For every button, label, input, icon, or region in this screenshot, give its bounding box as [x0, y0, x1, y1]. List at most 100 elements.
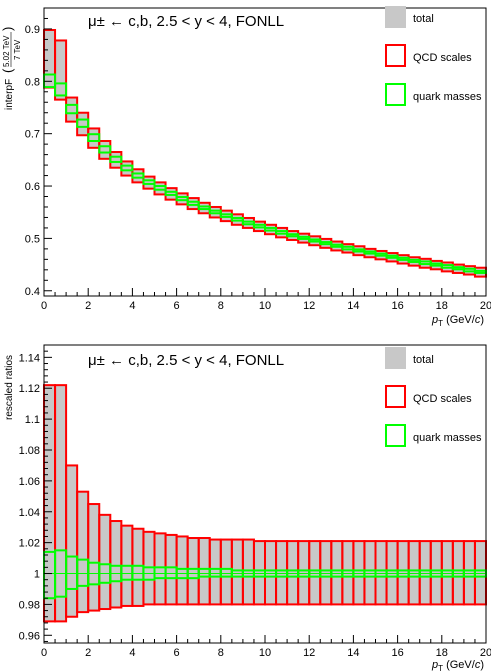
x-tick-label: 0: [41, 300, 47, 312]
quark-masses-bin: [65, 103, 79, 115]
total-bin: [353, 541, 365, 605]
total-bin: [320, 541, 332, 605]
svg-text:interpF: interpF: [4, 79, 15, 110]
bottom-legend-mass-label: quark masses: [413, 432, 482, 444]
x-tick-label: 10: [259, 647, 271, 659]
y-tick-label: 1.12: [19, 383, 40, 395]
bottom-x-axis-label: pT (GeV/c): [431, 659, 484, 672]
total-bin: [55, 40, 67, 100]
quark-masses-bin: [120, 164, 134, 172]
total-bin: [110, 521, 122, 608]
total-bin: [242, 217, 254, 228]
bottom-total-band: [44, 385, 486, 622]
y-tick-label: 0.9: [25, 24, 40, 36]
y-tick-label: 1.06: [19, 476, 40, 488]
total-bin: [364, 541, 376, 605]
total-bin: [419, 541, 431, 605]
x-tick-label: 6: [174, 647, 180, 659]
x-tick-label: 2: [85, 300, 91, 312]
top-title: μ± ← c,b, 2.5 < y < 4, FONLL: [88, 13, 284, 30]
total-bin: [44, 385, 56, 622]
quark-masses-bin: [286, 233, 300, 238]
total-bin: [242, 539, 254, 605]
x-tick-label: 0: [41, 647, 47, 659]
bottom-legend-total-swatch: [385, 347, 406, 369]
svg-text:(: (: [0, 68, 15, 73]
bottom-ticks: [43, 344, 487, 643]
quark-masses-bin: [175, 196, 189, 202]
top-legend-mass-label: quark masses: [413, 91, 482, 103]
bottom-legend: total QCD scales quark masses: [385, 347, 482, 447]
y-tick-label: 0.7: [25, 129, 40, 141]
total-bin: [276, 227, 288, 238]
top-x-tick-labels: 0 2 4 6 8 10 12 14 16 18 20: [41, 300, 491, 312]
quark-masses-bin: [142, 179, 156, 185]
quark-masses-bin: [352, 248, 366, 253]
quark-masses-bin: [241, 220, 255, 226]
y-tick-label: 1.02: [19, 538, 40, 550]
x-tick-label: 20: [480, 647, 491, 659]
y-tick-label: 1.1: [25, 414, 40, 426]
total-bin: [474, 541, 486, 605]
y-tick-label: 0.98: [19, 599, 40, 611]
x-tick-label: 14: [347, 647, 359, 659]
total-bin: [408, 541, 420, 605]
quark-masses-bin: [330, 243, 344, 248]
total-bin: [77, 491, 89, 613]
y-tick-label: 0.5: [25, 233, 40, 245]
x-tick-label: 18: [436, 647, 448, 659]
y-tick-label: 0.96: [19, 630, 40, 642]
total-bin: [298, 541, 310, 605]
total-bin: [198, 202, 210, 214]
x-tick-label: 14: [347, 300, 359, 312]
total-bin: [88, 128, 100, 148]
x-tick-label: 16: [391, 647, 403, 659]
top-legend-qcd-swatch: [385, 44, 406, 67]
total-bin: [99, 141, 111, 159]
quark-masses-bin: [98, 145, 112, 154]
top-legend-qcd-label: QCD scales: [413, 52, 472, 64]
bottom-legend-mass-swatch: [385, 424, 406, 447]
total-bin: [143, 176, 155, 189]
total-bin: [132, 528, 144, 606]
x-tick-label: 12: [303, 647, 315, 659]
total-bin: [165, 188, 177, 200]
quark-masses-bin: [197, 205, 211, 211]
total-bin: [165, 534, 177, 605]
quark-masses-bin: [109, 155, 123, 163]
total-bin: [66, 465, 78, 617]
quark-masses-bin: [186, 200, 200, 206]
quark-masses-bin: [363, 250, 377, 255]
total-bin: [386, 541, 398, 605]
total-bin: [253, 541, 265, 605]
quark-masses-bin: [230, 216, 244, 222]
total-bin: [342, 541, 354, 605]
y-tick-label: 1.04: [19, 507, 40, 519]
x-tick-label: 8: [218, 647, 224, 659]
bottom-y-axis-label: rescaled ratios: [4, 355, 15, 420]
qcd-scales-bin: [54, 39, 68, 101]
total-bin: [342, 244, 354, 253]
x-tick-label: 18: [436, 300, 448, 312]
total-bin: [397, 541, 409, 605]
quark-masses-bin: [208, 209, 222, 215]
total-bin: [430, 541, 442, 605]
total-bin: [463, 541, 475, 605]
total-bin: [121, 161, 133, 176]
y-tick-label: 0.4: [25, 286, 40, 298]
quark-masses-bin: [385, 254, 399, 259]
quark-masses-bin: [308, 238, 322, 243]
total-bin: [187, 198, 199, 210]
y-tick-label: 0.8: [25, 76, 40, 88]
total-bin: [452, 541, 464, 605]
total-bin: [253, 221, 265, 232]
top-y-axis-label: interpF ( 5.02 TeV 7 TeV ): [0, 27, 22, 110]
top-legend-total-label: total: [413, 13, 434, 25]
total-bin: [132, 169, 144, 183]
total-bin: [276, 541, 288, 605]
bottom-panel: 0 2 4 6 8 10 12 14 16 18 20 0.96 0.98 1 1.02 1.04 1.06 1…: [4, 344, 491, 672]
quark-masses-bin: [54, 82, 68, 97]
top-legend-mass-swatch: [385, 83, 406, 106]
total-bin: [99, 514, 111, 610]
bottom-y-tick-labels: 0.96 0.98 1 1.02 1.04 1.06 1.08 1.1 1.12 1.14: [19, 352, 40, 642]
